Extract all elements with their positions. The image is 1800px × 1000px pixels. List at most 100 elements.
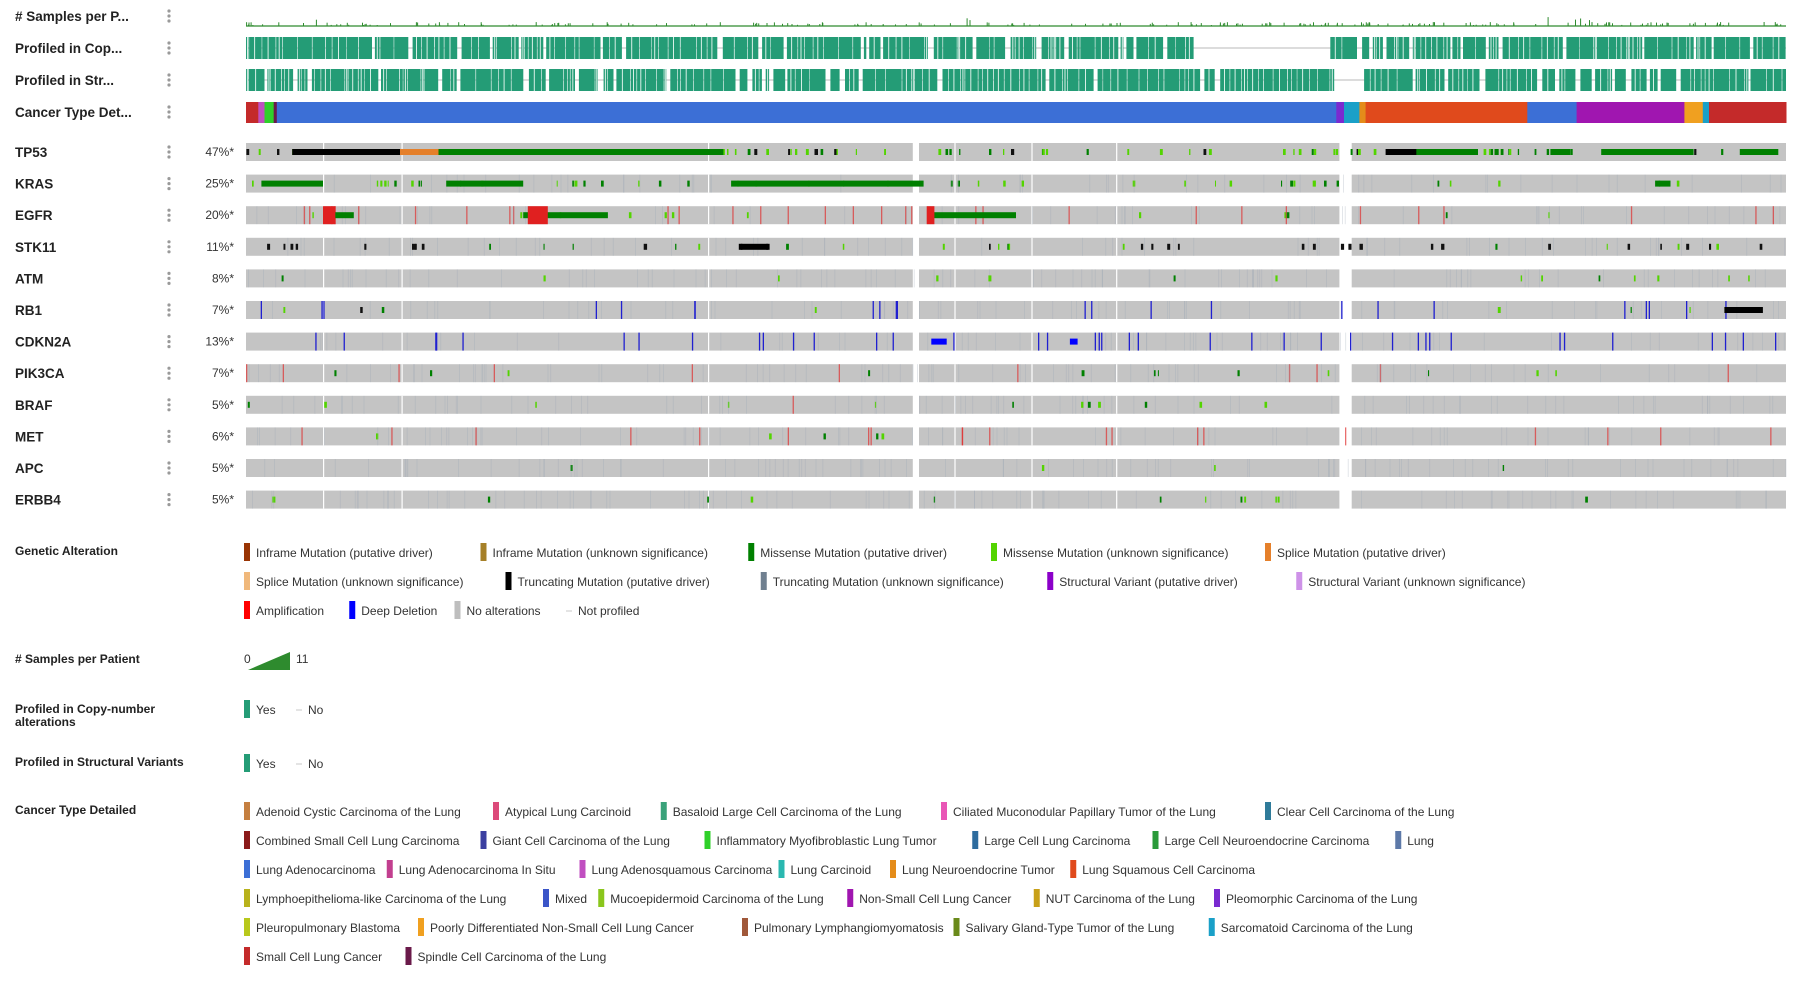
cancer-type-segment[interactable] [1527,102,1578,123]
samples-bar [250,22,252,26]
cancer-type-segment[interactable] [258,102,265,123]
gene-track-atm[interactable] [246,269,1786,288]
missense-mutation-cell [1428,370,1430,377]
gene-track-met[interactable] [246,427,1786,446]
track-menu-icon[interactable] [167,403,171,407]
gene-track-tp53[interactable] [246,143,1786,161]
track-menu-icon[interactable] [167,466,171,470]
sample-divider [1100,490,1102,509]
track-menu-icon[interactable] [167,240,171,244]
track-menu-icon[interactable] [167,245,171,249]
track-menu-icon[interactable] [167,303,171,307]
sample-divider [612,237,614,256]
track-menu-icon[interactable] [167,9,171,13]
cancer-type-segment[interactable] [1702,102,1710,123]
track-menu-icon[interactable] [167,19,171,23]
track-menu-icon[interactable] [167,434,171,438]
track-menu-icon[interactable] [167,271,171,275]
track-menu-icon[interactable] [167,250,171,254]
gene-track-rb1[interactable] [246,301,1786,319]
track-menu-icon[interactable] [167,429,171,433]
samples-bar [1660,24,1662,26]
track-menu-icon[interactable] [167,371,171,375]
track-menu-icon[interactable] [167,408,171,412]
gene-track-braf[interactable] [246,395,1786,414]
sample-divider [473,364,474,383]
track-menu-icon[interactable] [167,110,171,114]
track-menu-icon[interactable] [167,182,171,186]
track-menu-icon[interactable] [167,105,171,109]
sample-divider [1220,301,1222,319]
profiled-divider [324,69,326,91]
track-menu-icon[interactable] [167,73,171,77]
cancer-type-segment[interactable] [1709,102,1787,123]
cancer-type-segment[interactable] [1359,102,1367,123]
profiled-yes-cell [297,37,312,59]
sample-divider [1043,490,1044,509]
samples-bar [1362,23,1364,26]
cancer-type-segment[interactable] [264,102,275,123]
track-menu-icon[interactable] [167,213,171,217]
cancer-type-segment[interactable] [1336,102,1345,123]
profiled-divider [1193,69,1195,91]
track-menu-icon[interactable] [167,155,171,159]
track-menu-icon[interactable] [167,46,171,50]
track-menu-icon[interactable] [167,115,171,119]
track-menu-icon[interactable] [167,187,171,191]
track-menu-icon[interactable] [167,145,171,149]
profiled-yes-cell [1049,69,1062,91]
track-menu-icon[interactable] [167,366,171,370]
track-menu-icon[interactable] [167,345,171,349]
track-menu-icon[interactable] [167,340,171,344]
track-menu-icon[interactable] [167,14,171,18]
track-menu-icon[interactable] [167,313,171,317]
track-menu-icon[interactable] [167,498,171,502]
sample-divider [1618,395,1619,414]
cancer-type-segment[interactable] [1344,102,1360,123]
track-menu-icon[interactable] [167,461,171,465]
track-menu-icon[interactable] [167,208,171,212]
cancer-type-segment[interactable] [246,102,259,123]
track-menu-icon[interactable] [167,503,171,507]
track-menu-icon[interactable] [167,398,171,402]
track-menu-icon[interactable] [167,218,171,222]
truncating-mutation-cell [1759,243,1763,250]
track-menu-icon[interactable] [167,281,171,285]
cancer-type-segment[interactable] [276,102,1337,123]
gene-track-egfr[interactable] [246,206,1786,225]
track-menu-icon[interactable] [167,376,171,380]
gene-track-erbb4[interactable] [246,490,1786,509]
amplification-cell [513,206,515,225]
sample-divider [892,301,894,319]
track-menu-icon[interactable] [167,308,171,312]
gene-track-apc[interactable] [246,459,1787,477]
track-menu-icon[interactable] [167,51,171,55]
track-menu-icon[interactable] [167,493,171,497]
cancer-type-segment[interactable] [273,102,278,123]
gene-track-pik3ca[interactable] [246,364,1786,383]
cancer-type-segment[interactable] [1365,102,1528,123]
track-menu-icon[interactable] [167,471,171,475]
gene-track-kras[interactable] [246,174,1786,193]
gene-track-cdkn2a[interactable] [246,332,1786,351]
amplification-cell [905,206,907,225]
track-menu-icon[interactable] [167,177,171,181]
track-menu-icon[interactable] [167,335,171,339]
sample-divider [1175,237,1177,256]
truncating-mutation-cell [267,243,271,250]
sample-divider [1467,269,1469,288]
cancer-type-segment[interactable] [1576,102,1685,123]
track-menu-icon[interactable] [167,150,171,154]
track-menu-icon[interactable] [167,276,171,280]
cancer-type-segment[interactable] [1684,102,1704,123]
oncoprint-chart[interactable]: # Samples per P...Profiled in Cop...Prof… [0,0,1800,520]
amplification-cell [1105,427,1108,446]
deep-deletion-cell [1377,301,1379,319]
profiled-yes-cell [1729,69,1745,91]
sample-divider [1033,269,1034,288]
gene-track-stk11[interactable] [246,237,1786,256]
track-menu-icon[interactable] [167,41,171,45]
track-menu-icon[interactable] [167,83,171,87]
track-menu-icon[interactable] [167,78,171,82]
track-menu-icon[interactable] [167,439,171,443]
